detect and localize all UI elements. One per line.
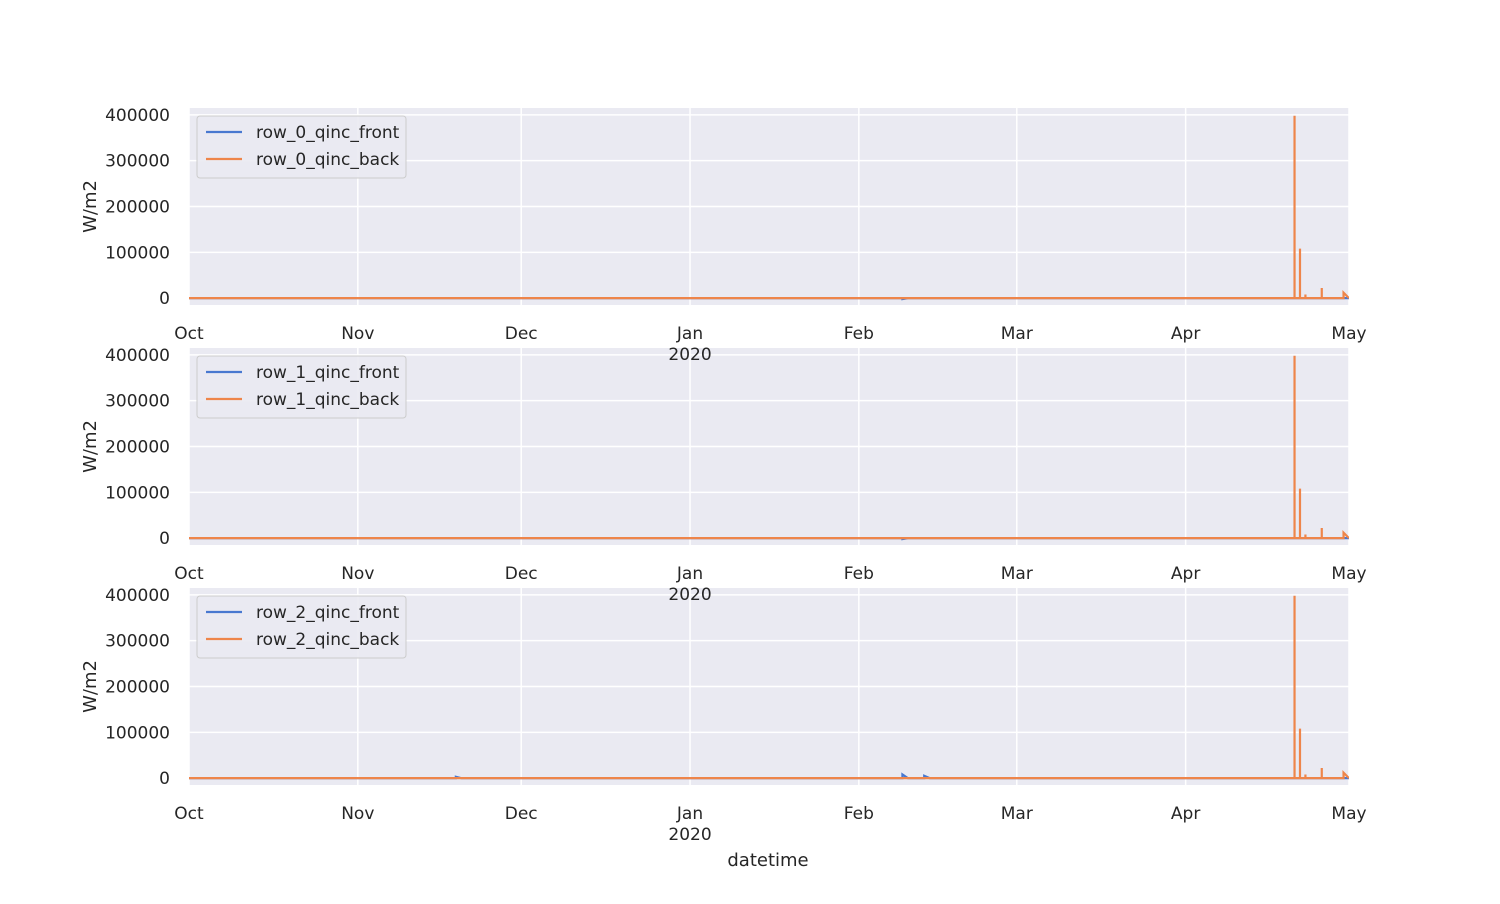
x-tick-label: Feb	[844, 804, 874, 824]
y-tick-label: 300000	[105, 152, 170, 172]
x-tick-label: Nov	[341, 324, 374, 344]
series-line-1	[189, 355, 1349, 540]
y-tick-label: 0	[159, 769, 170, 789]
y-axis-title: W/m2	[80, 660, 101, 713]
y-tick-label: 200000	[105, 678, 170, 698]
y-tick-label: 0	[159, 529, 170, 549]
y-tick-label: 100000	[105, 243, 170, 263]
legend-box	[196, 115, 407, 179]
legend-label: row_0_qinc_front	[256, 123, 400, 143]
x-tick-label: Mar	[1001, 324, 1033, 344]
legend-label: row_0_qinc_back	[256, 150, 399, 170]
y-axis-title: W/m2	[80, 420, 101, 473]
x-tick-label: Mar	[1001, 564, 1033, 584]
y-tick-label: 0	[159, 289, 170, 309]
legend-label: row_1_qinc_front	[256, 363, 400, 383]
x-tick-label: Dec	[505, 804, 538, 824]
y-tick-label: 300000	[105, 632, 170, 652]
legend-label: row_1_qinc_back	[256, 390, 399, 410]
x-tick-sublabel: 2020	[668, 585, 711, 605]
y-tick-label: 400000	[105, 586, 170, 606]
legend-box	[196, 355, 407, 419]
x-tick-label: May	[1331, 564, 1366, 584]
y-tick-label: 100000	[105, 723, 170, 743]
x-tick-label: Dec	[505, 564, 538, 584]
legend-label: row_2_qinc_front	[256, 603, 400, 623]
x-tick-sublabel: 2020	[668, 825, 711, 845]
x-tick-label: Jan	[676, 804, 703, 824]
legend-label: row_2_qinc_back	[256, 630, 399, 650]
x-tick-label: Oct	[174, 324, 204, 344]
legend: row_0_qinc_front row_0_qinc_back	[196, 115, 407, 179]
y-tick-label: 200000	[105, 198, 170, 218]
y-tick-label: 100000	[105, 483, 170, 503]
y-axis-title: W/m2	[80, 180, 101, 233]
x-tick-label: Feb	[844, 564, 874, 584]
x-tick-label: Nov	[341, 564, 374, 584]
y-tick-label: 400000	[105, 106, 170, 126]
x-tick-label: May	[1331, 804, 1366, 824]
x-axis-title: datetime	[727, 850, 808, 871]
y-tick-label: 300000	[105, 392, 170, 412]
x-tick-label: Oct	[174, 564, 204, 584]
series-line-1	[189, 595, 1349, 780]
x-tick-label: Feb	[844, 324, 874, 344]
y-tick-label: 400000	[105, 346, 170, 366]
legend-box	[196, 595, 407, 659]
x-tick-label: Mar	[1001, 804, 1033, 824]
x-tick-label: Jan	[676, 564, 703, 584]
x-tick-label: May	[1331, 324, 1366, 344]
legend: row_1_qinc_front row_1_qinc_back	[196, 355, 407, 419]
x-tick-sublabel: 2020	[668, 345, 711, 365]
x-tick-label: Apr	[1171, 804, 1200, 824]
x-tick-label: Dec	[505, 324, 538, 344]
x-tick-label: Oct	[174, 804, 204, 824]
x-tick-label: Apr	[1171, 324, 1200, 344]
y-tick-label: 200000	[105, 438, 170, 458]
legend: row_2_qinc_front row_2_qinc_back	[196, 595, 407, 659]
x-tick-label: Apr	[1171, 564, 1200, 584]
series-line-1	[189, 115, 1349, 300]
x-tick-label: Nov	[341, 804, 374, 824]
x-tick-label: Jan	[676, 324, 703, 344]
